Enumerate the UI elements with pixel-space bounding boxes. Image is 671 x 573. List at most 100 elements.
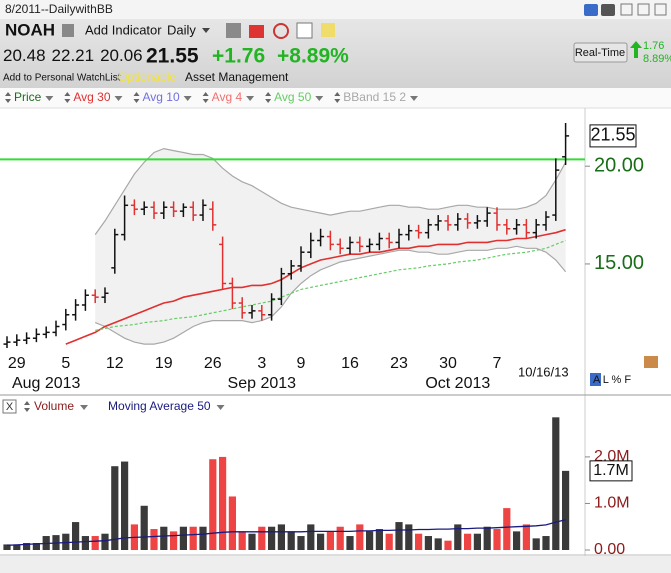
legend-dropdown[interactable] bbox=[45, 96, 54, 101]
legend-arrows bbox=[202, 92, 209, 103]
x-tick-label: 16 bbox=[341, 355, 359, 372]
volume-bar bbox=[32, 543, 40, 550]
rt-pct: 8.89% bbox=[643, 53, 671, 65]
volume-bar bbox=[405, 524, 413, 550]
volume-bar bbox=[336, 526, 344, 550]
volume-bar bbox=[111, 466, 119, 550]
volume-bar bbox=[562, 470, 570, 550]
volume-bar bbox=[366, 531, 374, 550]
window-title: 8/2011--DailywithBB bbox=[5, 2, 113, 16]
icon[interactable] bbox=[654, 3, 667, 16]
optionable: Optionable bbox=[118, 70, 176, 84]
legend-dropdown[interactable] bbox=[216, 405, 225, 410]
close-panel[interactable] bbox=[2, 399, 17, 414]
legend-entry[interactable]: Moving Average 50 bbox=[108, 399, 211, 413]
legend-entry[interactable]: Price bbox=[14, 90, 42, 104]
y-tick-label: 0.00 bbox=[594, 541, 625, 558]
legend-entry[interactable]: Avg 10 bbox=[143, 90, 180, 104]
icon[interactable] bbox=[296, 22, 313, 39]
quote-low: 20.06 bbox=[100, 46, 143, 65]
icon[interactable] bbox=[321, 23, 335, 37]
legend-arrows bbox=[64, 92, 71, 103]
volume-bar bbox=[395, 522, 403, 550]
volume-bar bbox=[199, 526, 207, 550]
footer bbox=[0, 556, 671, 573]
volume-bar bbox=[277, 524, 285, 550]
x-month-label: Aug 2013 bbox=[12, 375, 81, 392]
volume-bar bbox=[542, 536, 550, 550]
change: +1.76 bbox=[212, 45, 265, 68]
icon[interactable] bbox=[637, 3, 650, 16]
x-tick-label: 29 bbox=[8, 355, 26, 372]
icon[interactable] bbox=[273, 23, 289, 39]
volume-bar bbox=[140, 505, 148, 550]
x-month-label: Oct 2013 bbox=[425, 375, 490, 392]
legend-entry[interactable]: Volume bbox=[34, 399, 74, 413]
volume-bar bbox=[238, 531, 246, 550]
icon[interactable] bbox=[584, 4, 598, 16]
add-indicator[interactable]: Add Indicator bbox=[85, 22, 162, 37]
x-tick-label: 12 bbox=[106, 355, 124, 372]
y-tick-label: 20.00 bbox=[594, 154, 644, 176]
legend-entry[interactable]: BBand 15 2 bbox=[343, 90, 406, 104]
volume-bar bbox=[444, 540, 452, 550]
legend-dropdown[interactable] bbox=[114, 96, 123, 101]
volume-bar bbox=[307, 524, 315, 550]
last-price-label: 21.55 bbox=[590, 125, 635, 145]
legend-arrows bbox=[5, 92, 11, 103]
last-price-box bbox=[589, 124, 637, 148]
symbol: NOAH bbox=[5, 20, 55, 39]
y-tick-label: 15.00 bbox=[594, 252, 644, 274]
up-arrow bbox=[630, 41, 642, 58]
legend-dropdown[interactable] bbox=[246, 96, 255, 101]
realtime-label[interactable]: Real-Time bbox=[575, 47, 625, 59]
volume-bar bbox=[483, 526, 491, 550]
legend-dropdown[interactable] bbox=[315, 96, 324, 101]
icon[interactable] bbox=[601, 4, 615, 16]
volume-bar bbox=[326, 531, 334, 550]
x-tick-label: 26 bbox=[204, 355, 222, 372]
legend-arrows bbox=[24, 401, 30, 412]
band-lower bbox=[94, 245, 567, 345]
legend-entry[interactable]: Avg 4 bbox=[212, 90, 243, 104]
volume-bar bbox=[424, 536, 432, 550]
close-panel-label[interactable]: X bbox=[6, 401, 14, 413]
volume-bar bbox=[385, 533, 393, 550]
panel-tools[interactable]: A L % F bbox=[593, 374, 631, 386]
x-tick-label: 30 bbox=[439, 355, 457, 372]
volume-bar bbox=[552, 417, 560, 550]
volume-bar bbox=[503, 508, 511, 550]
volume-bar bbox=[346, 536, 354, 550]
volume-average bbox=[6, 519, 566, 546]
icon[interactable] bbox=[226, 23, 241, 38]
title-bar bbox=[0, 0, 671, 19]
volume-bar bbox=[91, 536, 99, 550]
dropdown-arrow[interactable] bbox=[202, 28, 210, 33]
last-price: 21.55 bbox=[146, 45, 199, 68]
industry: Asset Management bbox=[185, 70, 289, 84]
volume-bar bbox=[179, 526, 187, 550]
watchlist-link[interactable]: Add to Personal WatchList bbox=[3, 73, 121, 84]
realtime-button[interactable] bbox=[573, 42, 628, 63]
volume-bar bbox=[454, 524, 462, 550]
legend-entry[interactable]: Avg 50 bbox=[274, 90, 311, 104]
ohl-quote: 20.48 22.21 20.06 bbox=[3, 46, 143, 65]
quote-open: 20.48 bbox=[3, 46, 46, 65]
volume-bar bbox=[209, 459, 217, 550]
volume-bar bbox=[81, 536, 89, 550]
icon[interactable] bbox=[249, 25, 264, 38]
volume-bar bbox=[228, 496, 236, 550]
x-tick-label: 23 bbox=[390, 355, 408, 372]
legend-dropdown[interactable] bbox=[410, 96, 418, 101]
icon[interactable] bbox=[644, 356, 658, 368]
icon[interactable] bbox=[620, 3, 633, 16]
legend-dropdown[interactable] bbox=[80, 405, 89, 410]
volume-bar bbox=[268, 526, 276, 550]
legend-entry[interactable]: Avg 30 bbox=[73, 90, 110, 104]
legend-dropdown[interactable] bbox=[183, 96, 192, 101]
volume-bar bbox=[72, 522, 80, 550]
icon[interactable] bbox=[62, 24, 74, 37]
volume-bar bbox=[356, 524, 364, 550]
tool-box[interactable] bbox=[590, 373, 601, 386]
period-select[interactable]: Daily bbox=[167, 22, 196, 37]
